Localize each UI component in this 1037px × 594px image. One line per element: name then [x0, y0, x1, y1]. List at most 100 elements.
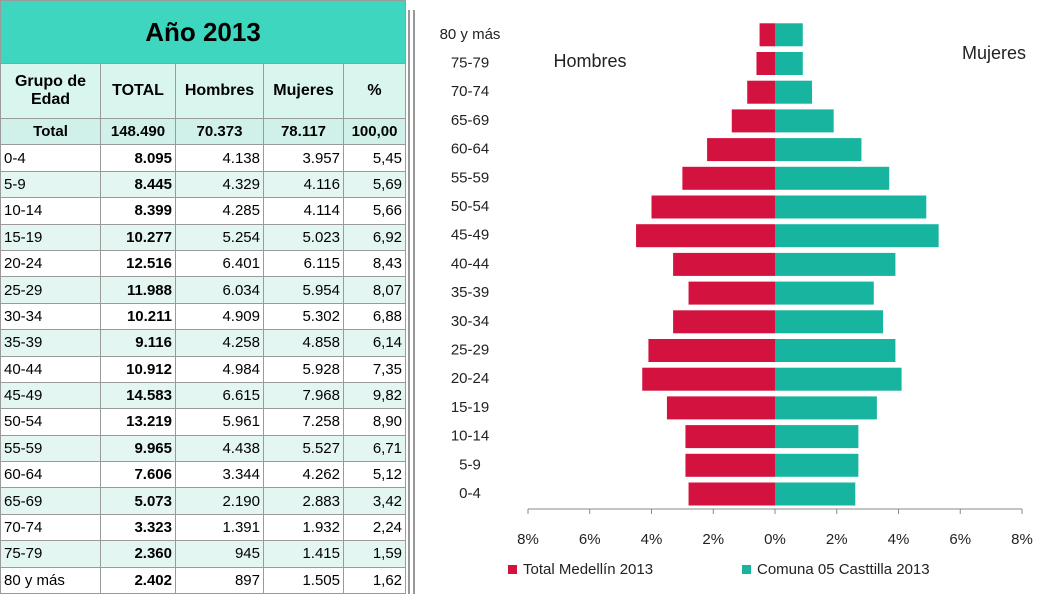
table-cell: 897 — [175, 566, 264, 594]
bar — [707, 138, 775, 162]
table-cell: 8.399 — [100, 197, 176, 225]
table-cell: 2.190 — [175, 487, 264, 515]
table-row: 60-64 7.606 3.344 4.262 5,12 — [0, 461, 407, 489]
x-tick-label: 2% — [826, 531, 848, 548]
table-cell: 5.928 — [263, 355, 344, 383]
table-cell: 6,88 — [342, 302, 407, 331]
table-cell: 15-19 — [0, 223, 101, 251]
table-cell: 148.490 — [100, 117, 176, 146]
table-cell: 35-39 — [0, 329, 101, 357]
table-cell: 1,62 — [342, 566, 407, 594]
bar — [731, 109, 775, 133]
bar — [775, 80, 813, 104]
table-cell: 6,71 — [342, 434, 407, 463]
table-cell: 4.258 — [175, 329, 264, 357]
table-cell: 5.073 — [100, 487, 176, 515]
bar — [775, 23, 803, 47]
title-row: Año 2013 — [0, 0, 407, 64]
legend-swatch — [508, 565, 517, 574]
bar — [775, 281, 874, 305]
bar — [747, 80, 775, 104]
table-cell: 2.883 — [263, 487, 344, 515]
right-label: Mujeres — [962, 43, 1026, 63]
table-row: 25-29 11.988 6.034 5.954 8,07 — [0, 276, 407, 304]
category-label: 45-49 — [451, 227, 489, 244]
table-cell: 3.344 — [175, 461, 264, 489]
table-cell: 6,14 — [342, 329, 407, 357]
category-label: 35-39 — [451, 284, 489, 301]
bar — [642, 367, 775, 391]
category-label: 50-54 — [451, 198, 489, 215]
table-cell: 6.615 — [175, 381, 264, 410]
table-cell: 1.415 — [263, 540, 344, 568]
table-cell: 10.277 — [100, 223, 176, 251]
category-label: 40-44 — [451, 255, 489, 272]
table-cell: 4.858 — [263, 329, 344, 357]
table-cell: 6.034 — [175, 276, 264, 304]
table-cell: 10.912 — [100, 355, 176, 383]
bar — [775, 252, 896, 276]
bar — [775, 166, 890, 190]
legend-label: Total Medellín 2013 — [523, 561, 653, 578]
bar — [682, 166, 775, 190]
bar — [636, 224, 775, 248]
table-cell: 3.957 — [263, 144, 344, 172]
table-cell: 4.329 — [175, 170, 264, 199]
table-cell: 4.984 — [175, 355, 264, 383]
x-tick-label: 4% — [888, 531, 910, 548]
table-row: Total 148.490 70.373 78.117 100,00 — [0, 117, 407, 146]
table-row: 0-4 8.095 4.138 3.957 5,45 — [0, 144, 407, 172]
legend-swatch — [742, 565, 751, 574]
table-cell: 55-59 — [0, 434, 101, 463]
bar — [775, 453, 859, 477]
table-cell: 10.211 — [100, 302, 176, 331]
table-cell: 13.219 — [100, 408, 176, 436]
category-label: 75-79 — [451, 54, 489, 71]
table-cell: 5,69 — [342, 170, 407, 199]
bar — [688, 482, 775, 506]
category-label: 60-64 — [451, 141, 489, 158]
table-cell: 7.968 — [263, 381, 344, 410]
table-cell: 1.932 — [263, 513, 344, 542]
table-cell: 5-9 — [0, 170, 101, 199]
header-row: Grupo de Edad TOTAL Hombres Mujeres% — [0, 63, 407, 119]
table-row: 20-24 12.516 6.401 6.115 8,43 — [0, 249, 407, 278]
table-title: Año 2013 — [0, 0, 407, 64]
bar — [775, 138, 862, 162]
category-label: 70-74 — [451, 83, 489, 100]
category-label: 25-29 — [451, 341, 489, 358]
bar — [685, 453, 775, 477]
table-row: 80 y más 2.402 897 1.505 1,62 — [0, 566, 407, 594]
bar — [775, 482, 856, 506]
x-tick-label: 6% — [579, 531, 601, 548]
category-label: 15-19 — [451, 399, 489, 416]
x-tick-label: 8% — [1011, 531, 1033, 548]
bar — [688, 281, 775, 305]
column-header: Mujeres — [263, 63, 344, 119]
bar — [775, 396, 877, 420]
table-cell: 5.527 — [263, 434, 344, 463]
table-cell: 2.360 — [100, 540, 176, 568]
table-row: 75-79 2.360 945 1.415 1,59 — [0, 540, 407, 568]
table-cell: 70.373 — [175, 117, 264, 146]
bar — [673, 310, 775, 334]
table-cell: 8,90 — [342, 408, 407, 436]
category-label: 30-34 — [451, 313, 489, 330]
table-cell: 12.516 — [100, 249, 176, 278]
table-cell: 3.323 — [100, 513, 176, 542]
table-cell: 6.401 — [175, 249, 264, 278]
table-cell: 30-34 — [0, 302, 101, 331]
bar — [775, 367, 902, 391]
table-cell: 3,42 — [342, 487, 407, 515]
bar — [666, 396, 775, 420]
legend-label: Comuna 05 Casttilla 2013 — [757, 561, 930, 578]
table-cell: 8.445 — [100, 170, 176, 199]
x-tick-label: 2% — [702, 531, 724, 548]
table-cell: 4.438 — [175, 434, 264, 463]
bar — [685, 425, 775, 449]
table-cell: 80 y más — [0, 566, 101, 594]
x-tick-label: 8% — [517, 531, 539, 548]
bar — [775, 52, 803, 75]
